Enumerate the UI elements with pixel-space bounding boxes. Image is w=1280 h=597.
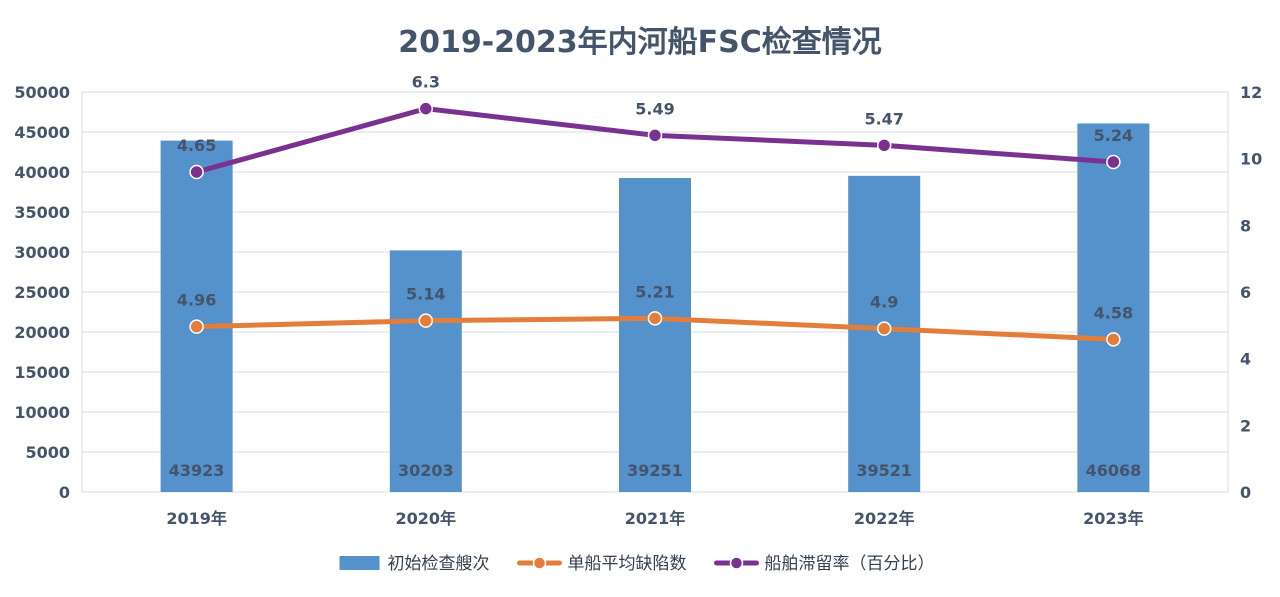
legend: 初始检查艘次 单船平均缺陷数 船舶滞留率（百分比）: [339, 554, 935, 574]
point-value-label: 5.24: [1094, 126, 1133, 145]
right-tick-label: 4: [1240, 350, 1251, 369]
line-point: [189, 319, 204, 334]
point-value-label: 5.14: [406, 285, 445, 304]
bar: [389, 250, 462, 492]
legend-label: 初始检查艘次: [388, 554, 490, 574]
line-series: 4.96 5.14 5.21 4.9 4.58 4.65 6.3 5.49 5.47 5.24: [177, 73, 1133, 347]
line-point: [647, 311, 663, 326]
right-tick-label: 6: [1240, 283, 1251, 302]
line-point: [189, 164, 204, 180]
category-label: 2019年: [166, 509, 227, 528]
legend-marker: [729, 556, 744, 570]
left-tick-label: 15000: [14, 363, 70, 382]
category-axis: 2019年 2020年 2021年 2022年 2023年: [166, 509, 1143, 528]
point-value-label: 4.96: [177, 291, 216, 310]
point-value-label: 5.49: [635, 99, 674, 118]
category-label: 2020年: [396, 509, 457, 528]
bar-value-label: 46068: [1086, 461, 1142, 480]
left-tick-label: 25000: [14, 283, 70, 302]
left-tick-label: 45000: [14, 123, 70, 142]
right-tick-label: 8: [1240, 216, 1251, 235]
point-value-label: 5.47: [864, 109, 903, 128]
category-label: 2023年: [1083, 509, 1144, 528]
left-tick-label: 0: [59, 483, 70, 502]
right-tick-label: 2: [1240, 416, 1251, 435]
legend-label: 单船平均缺陷数: [568, 554, 687, 574]
line-point: [647, 128, 663, 143]
bar: [619, 177, 691, 492]
bar: [160, 140, 233, 492]
left-tick-label: 20000: [14, 323, 70, 342]
line-point: [876, 321, 892, 336]
bar-value-label: 39521: [856, 461, 912, 480]
left-tick-label: 50000: [14, 83, 70, 102]
legend-marker: [532, 556, 547, 570]
right-axis: 0 2 4 6 8 10 12: [1240, 83, 1262, 502]
left-tick-label: 30000: [14, 243, 70, 262]
left-tick-label: 10000: [14, 403, 70, 422]
bar-series: 43923 30203 39251 39521 46068: [160, 123, 1150, 493]
bar: [1077, 123, 1150, 493]
point-value-label: 4.65: [177, 136, 216, 155]
bar-value-label: 30203: [398, 461, 454, 480]
bar-value-label: 43923: [169, 461, 225, 480]
left-tick-label: 40000: [14, 163, 70, 182]
category-label: 2021年: [625, 509, 686, 528]
point-value-label: 4.58: [1094, 303, 1133, 322]
point-value-label: 4.9: [870, 293, 898, 312]
legend-label: 船舶滞留率（百分比）: [765, 554, 935, 574]
right-tick-label: 0: [1240, 483, 1251, 502]
left-axis: 0 5000 10000 15000 20000 25000 30000 35000 40000…: [14, 83, 70, 502]
point-value-label: 5.21: [635, 282, 674, 301]
line-point: [1106, 332, 1121, 347]
chart-title: 2019-2023年内河船FSC检查情况: [398, 25, 882, 60]
line-point: [418, 313, 434, 328]
bar-value-label: 39251: [627, 461, 683, 480]
left-tick-label: 35000: [14, 203, 70, 222]
line-point: [876, 138, 892, 153]
right-tick-label: 12: [1240, 83, 1262, 102]
legend-swatch: [339, 556, 380, 570]
line-point: [418, 101, 434, 116]
point-value-label: 6.3: [412, 73, 440, 92]
line-point: [1106, 154, 1121, 170]
left-tick-label: 5000: [25, 443, 70, 462]
category-label: 2022年: [854, 509, 915, 528]
right-tick-label: 10: [1240, 150, 1262, 169]
